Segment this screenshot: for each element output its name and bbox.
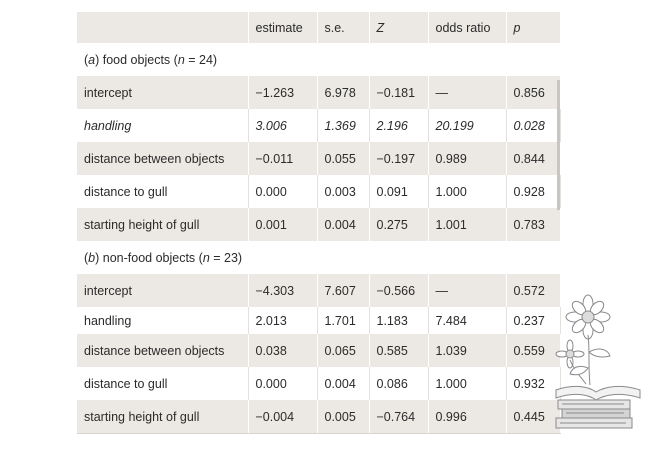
table-row: distance between objects −0.011 0.055 −0… <box>77 142 561 175</box>
cell-p: 0.856 <box>506 76 561 109</box>
cell-z: 2.196 <box>369 109 429 142</box>
cell-odds-ratio: 20.199 <box>428 109 507 142</box>
cell-estimate: −0.004 <box>248 400 318 434</box>
cell-p: 0.932 <box>506 367 561 400</box>
header-cell-label <box>77 12 249 43</box>
row-label: handling <box>77 307 249 334</box>
cell-odds-ratio: — <box>428 274 507 307</box>
cell-se: 0.003 <box>317 175 370 208</box>
cell-se: 0.005 <box>317 400 370 434</box>
row-label: distance to gull <box>77 175 249 208</box>
cell-estimate: 0.000 <box>248 175 318 208</box>
cell-estimate: −1.263 <box>248 76 318 109</box>
cell-z: −0.764 <box>369 400 429 434</box>
cell-z: −0.566 <box>369 274 429 307</box>
header-cell-se: s.e. <box>317 12 370 43</box>
cell-z: 0.091 <box>369 175 429 208</box>
cell-se: 6.978 <box>317 76 370 109</box>
header-cell-odds-ratio: odds ratio <box>428 12 507 43</box>
table-row: handling 2.013 1.701 1.183 7.484 0.237 <box>77 307 561 334</box>
row-label: starting height of gull <box>77 400 249 434</box>
cell-odds-ratio: 1.000 <box>428 175 507 208</box>
cell-z: 0.086 <box>369 367 429 400</box>
section-header-food: (a) food objects (n = 24) <box>77 43 560 76</box>
header-cell-p: p <box>506 12 561 43</box>
table-row: starting height of gull 0.001 0.004 0.27… <box>77 208 561 241</box>
scrollbar[interactable] <box>557 80 560 210</box>
cell-p: 0.445 <box>506 400 561 434</box>
cell-estimate: −4.303 <box>248 274 318 307</box>
cell-odds-ratio: 0.996 <box>428 400 507 434</box>
cell-p: 0.028 <box>506 109 561 142</box>
header-cell-z: Z <box>369 12 429 43</box>
cell-se: 0.004 <box>317 208 370 241</box>
flower-on-books-icon <box>555 294 641 429</box>
cell-estimate: −0.011 <box>248 142 318 175</box>
cell-odds-ratio: 1.001 <box>428 208 507 241</box>
cell-z: 0.585 <box>369 334 429 367</box>
row-label: starting height of gull <box>77 208 249 241</box>
cell-p: 0.928 <box>506 175 561 208</box>
row-label: intercept <box>77 274 249 307</box>
section-label-food: (a) food objects (n = 24) <box>77 43 560 76</box>
results-table: estimate s.e. Z odds ratio p (a) food ob… <box>77 12 561 434</box>
cell-odds-ratio: — <box>428 76 507 109</box>
row-label: intercept <box>77 76 249 109</box>
cell-se: 1.701 <box>317 307 370 334</box>
cell-p: 0.572 <box>506 274 561 307</box>
results-table-container: estimate s.e. Z odds ratio p (a) food ob… <box>77 12 561 434</box>
table-row: intercept −4.303 7.607 −0.566 — 0.572 <box>77 274 561 307</box>
header-row: estimate s.e. Z odds ratio p <box>77 12 561 43</box>
row-label: distance to gull <box>77 367 249 400</box>
table-row: distance to gull 0.000 0.003 0.091 1.000… <box>77 175 561 208</box>
cell-odds-ratio: 1.000 <box>428 367 507 400</box>
cell-estimate: 0.001 <box>248 208 318 241</box>
table-row: starting height of gull −0.004 0.005 −0.… <box>77 400 561 434</box>
table-row: distance to gull 0.000 0.004 0.086 1.000… <box>77 367 561 400</box>
section-header-non-food: (b) non-food objects (n = 23) <box>77 241 560 274</box>
cell-se: 0.055 <box>317 142 370 175</box>
cell-odds-ratio: 0.989 <box>428 142 507 175</box>
cell-p: 0.237 <box>506 307 561 334</box>
row-label: handling <box>77 109 249 142</box>
row-label: distance between objects <box>77 142 249 175</box>
cell-estimate: 0.000 <box>248 367 318 400</box>
cell-p: 0.559 <box>506 334 561 367</box>
cell-z: −0.181 <box>369 76 429 109</box>
cell-estimate: 0.038 <box>248 334 318 367</box>
cell-se: 1.369 <box>317 109 370 142</box>
cell-se: 7.607 <box>317 274 370 307</box>
cell-estimate: 3.006 <box>248 109 318 142</box>
header-cell-estimate: estimate <box>248 12 318 43</box>
table-row: intercept −1.263 6.978 −0.181 — 0.856 <box>77 76 561 109</box>
table-row: distance between objects 0.038 0.065 0.5… <box>77 334 561 367</box>
cell-p: 0.783 <box>506 208 561 241</box>
cell-p: 0.844 <box>506 142 561 175</box>
cell-se: 0.004 <box>317 367 370 400</box>
cell-odds-ratio: 1.039 <box>428 334 507 367</box>
section-label-non-food: (b) non-food objects (n = 23) <box>77 241 560 274</box>
cell-estimate: 2.013 <box>248 307 318 334</box>
table-row: handling 3.006 1.369 2.196 20.199 0.028 <box>77 109 561 142</box>
cell-z: 0.275 <box>369 208 429 241</box>
cell-odds-ratio: 7.484 <box>428 307 507 334</box>
cell-z: −0.197 <box>369 142 429 175</box>
cell-se: 0.065 <box>317 334 370 367</box>
row-label: distance between objects <box>77 334 249 367</box>
cell-z: 1.183 <box>369 307 429 334</box>
